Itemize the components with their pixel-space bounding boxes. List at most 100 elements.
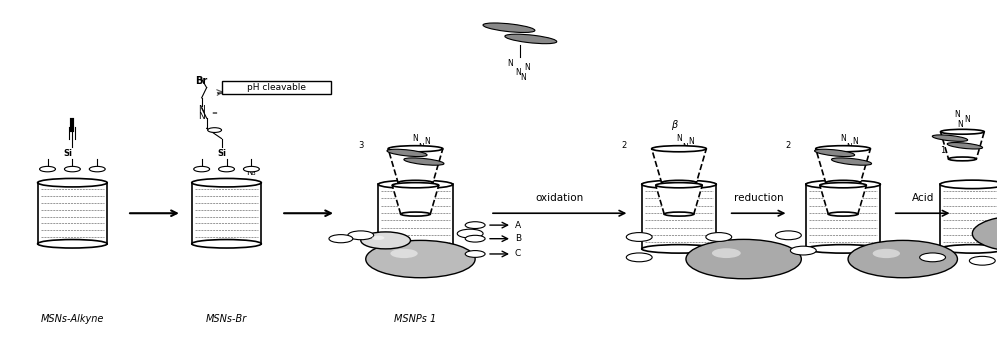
- Text: β: β: [671, 120, 677, 130]
- Ellipse shape: [192, 239, 261, 248]
- Text: reduction: reduction: [734, 193, 783, 203]
- Text: Si: Si: [63, 149, 72, 158]
- Ellipse shape: [662, 180, 696, 185]
- Text: N: N: [965, 115, 970, 125]
- Ellipse shape: [816, 146, 870, 152]
- Circle shape: [208, 128, 222, 132]
- Text: N: N: [955, 110, 960, 119]
- Circle shape: [626, 253, 652, 262]
- Text: MSNs-Br: MSNs-Br: [206, 314, 247, 324]
- Text: N: N: [524, 63, 530, 72]
- Circle shape: [361, 232, 411, 249]
- Polygon shape: [941, 132, 984, 159]
- Text: MSNPs 1: MSNPs 1: [394, 314, 437, 324]
- Circle shape: [243, 166, 259, 172]
- Ellipse shape: [642, 245, 716, 253]
- Text: N: N: [198, 105, 205, 114]
- Ellipse shape: [664, 212, 694, 216]
- Ellipse shape: [401, 212, 430, 216]
- Text: 2: 2: [786, 141, 791, 150]
- Ellipse shape: [398, 180, 433, 185]
- Circle shape: [457, 229, 483, 238]
- Text: N: N: [515, 68, 521, 77]
- Text: N: N: [682, 142, 688, 151]
- FancyBboxPatch shape: [940, 184, 1000, 249]
- Ellipse shape: [806, 180, 880, 189]
- Text: 3: 3: [358, 141, 363, 150]
- Text: N: N: [846, 142, 852, 151]
- Ellipse shape: [642, 180, 716, 189]
- Circle shape: [626, 233, 652, 241]
- Text: Acid: Acid: [911, 193, 934, 203]
- FancyBboxPatch shape: [192, 183, 261, 244]
- Text: N: N: [958, 120, 963, 129]
- Text: N₃: N₃: [246, 168, 256, 177]
- Ellipse shape: [941, 129, 984, 134]
- Circle shape: [972, 215, 1000, 252]
- Text: N: N: [507, 59, 513, 68]
- Text: N: N: [520, 73, 526, 82]
- Polygon shape: [388, 149, 443, 183]
- Ellipse shape: [387, 149, 427, 157]
- Circle shape: [40, 166, 55, 172]
- Polygon shape: [820, 185, 866, 214]
- Circle shape: [706, 233, 732, 241]
- Text: N: N: [198, 112, 205, 121]
- Text: CD-Fc: CD-Fc: [361, 234, 387, 243]
- Circle shape: [790, 246, 816, 255]
- Ellipse shape: [815, 149, 855, 157]
- Circle shape: [997, 223, 1000, 233]
- Text: A: A: [515, 220, 521, 230]
- Circle shape: [465, 235, 485, 242]
- Ellipse shape: [378, 245, 453, 253]
- Ellipse shape: [820, 183, 866, 188]
- Text: O: O: [212, 128, 217, 132]
- Ellipse shape: [932, 135, 968, 141]
- Text: N: N: [688, 137, 694, 146]
- Circle shape: [372, 236, 384, 240]
- Ellipse shape: [947, 142, 983, 149]
- FancyBboxPatch shape: [38, 183, 107, 244]
- Circle shape: [465, 250, 485, 257]
- Ellipse shape: [483, 23, 535, 32]
- Ellipse shape: [940, 245, 1000, 253]
- Ellipse shape: [388, 146, 443, 152]
- Text: MSNs-Alkyne: MSNs-Alkyne: [41, 314, 104, 324]
- Circle shape: [873, 249, 900, 258]
- Circle shape: [366, 240, 475, 278]
- Text: Si: Si: [217, 149, 226, 158]
- Circle shape: [465, 222, 485, 228]
- Ellipse shape: [652, 146, 706, 152]
- Text: 2: 2: [622, 141, 627, 150]
- Text: C: C: [515, 249, 521, 258]
- FancyBboxPatch shape: [222, 81, 331, 95]
- Circle shape: [194, 166, 210, 172]
- Text: oxidation: oxidation: [536, 193, 584, 203]
- Circle shape: [686, 239, 801, 279]
- Circle shape: [329, 235, 353, 243]
- Circle shape: [348, 231, 374, 240]
- Ellipse shape: [806, 245, 880, 253]
- Circle shape: [89, 166, 105, 172]
- Circle shape: [848, 240, 957, 278]
- Ellipse shape: [505, 34, 557, 44]
- Text: N: N: [840, 134, 846, 143]
- Text: pH cleavable: pH cleavable: [247, 83, 306, 92]
- Ellipse shape: [392, 183, 439, 188]
- FancyBboxPatch shape: [806, 184, 880, 249]
- Circle shape: [64, 166, 80, 172]
- Circle shape: [775, 231, 801, 240]
- Polygon shape: [656, 185, 702, 214]
- Ellipse shape: [192, 178, 261, 187]
- Ellipse shape: [656, 183, 702, 188]
- Polygon shape: [652, 149, 706, 183]
- Text: N: N: [676, 134, 682, 143]
- Ellipse shape: [831, 158, 872, 165]
- Ellipse shape: [828, 212, 858, 216]
- Ellipse shape: [404, 158, 444, 165]
- Text: =: =: [212, 110, 218, 116]
- FancyBboxPatch shape: [642, 184, 716, 249]
- Ellipse shape: [38, 178, 107, 187]
- Circle shape: [390, 249, 418, 258]
- Text: N: N: [413, 134, 418, 143]
